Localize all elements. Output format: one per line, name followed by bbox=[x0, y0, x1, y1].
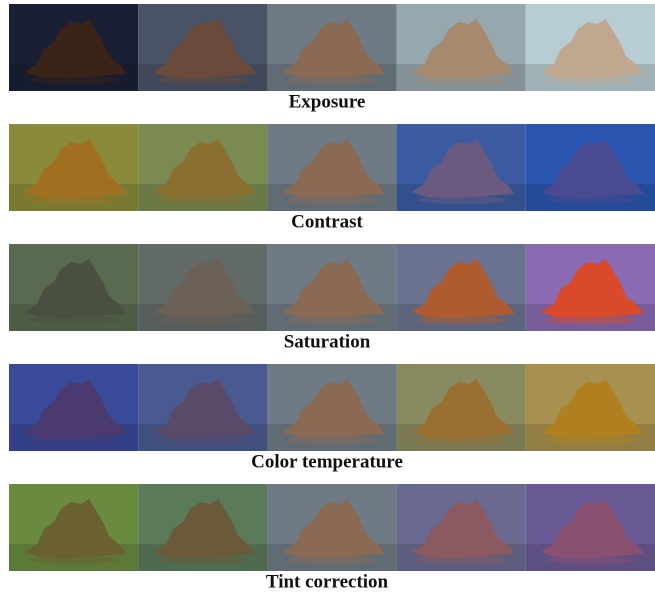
image-panel bbox=[9, 124, 138, 211]
island-shadow bbox=[287, 316, 377, 324]
image-panel bbox=[397, 364, 526, 451]
image-panel bbox=[138, 124, 267, 211]
image-panel bbox=[9, 484, 138, 571]
island-shadow bbox=[287, 76, 377, 84]
island-shadow bbox=[158, 196, 248, 204]
image-panel bbox=[526, 4, 655, 91]
image-panel bbox=[526, 484, 655, 571]
row-label: Tint correction bbox=[266, 571, 389, 592]
island-shadow bbox=[158, 316, 248, 324]
row-label: Contrast bbox=[291, 211, 363, 232]
image-panel bbox=[9, 364, 138, 451]
island-shadow bbox=[546, 316, 636, 324]
island-shadow bbox=[29, 76, 119, 84]
island-shadow bbox=[29, 316, 119, 324]
image-row bbox=[9, 244, 655, 331]
image-panel bbox=[397, 484, 526, 571]
image-panel bbox=[526, 364, 655, 451]
island-shadow bbox=[546, 436, 636, 444]
island-shadow bbox=[158, 556, 248, 564]
island-shadow bbox=[546, 76, 636, 84]
figure: Exposure Contrast Saturation Color temperat… bbox=[0, 0, 655, 602]
row-label: Saturation bbox=[284, 331, 371, 352]
island-shadow bbox=[158, 436, 248, 444]
image-panel bbox=[9, 244, 138, 331]
image-panel bbox=[526, 124, 655, 211]
image-panel bbox=[9, 4, 138, 91]
island-shadow bbox=[417, 556, 507, 564]
island-shadow bbox=[546, 196, 636, 204]
image-row bbox=[9, 364, 655, 451]
image-row bbox=[9, 124, 655, 211]
image-panel bbox=[526, 244, 655, 331]
island-shadow bbox=[417, 316, 507, 324]
image-panel bbox=[397, 124, 526, 211]
island-shadow bbox=[546, 556, 636, 564]
row-label: Exposure bbox=[289, 91, 366, 112]
island-shadow bbox=[287, 196, 377, 204]
island-shadow bbox=[287, 556, 377, 564]
island-shadow bbox=[287, 436, 377, 444]
image-row bbox=[9, 484, 655, 571]
image-panel bbox=[267, 124, 396, 211]
image-panel bbox=[267, 484, 396, 571]
island-shadow bbox=[158, 76, 248, 84]
image-panel bbox=[267, 4, 396, 91]
island-shadow bbox=[29, 436, 119, 444]
image-panel bbox=[138, 364, 267, 451]
island-shadow bbox=[29, 556, 119, 564]
row-label: Color temperature bbox=[251, 451, 403, 472]
image-panel bbox=[397, 4, 526, 91]
island-shadow bbox=[417, 196, 507, 204]
image-panel bbox=[138, 4, 267, 91]
image-panel bbox=[267, 364, 396, 451]
image-panel bbox=[397, 244, 526, 331]
island-shadow bbox=[417, 436, 507, 444]
island-shadow bbox=[417, 76, 507, 84]
island-shadow bbox=[29, 196, 119, 204]
image-panel bbox=[138, 244, 267, 331]
image-panel bbox=[267, 244, 396, 331]
image-panel bbox=[138, 484, 267, 571]
image-row bbox=[9, 4, 655, 91]
